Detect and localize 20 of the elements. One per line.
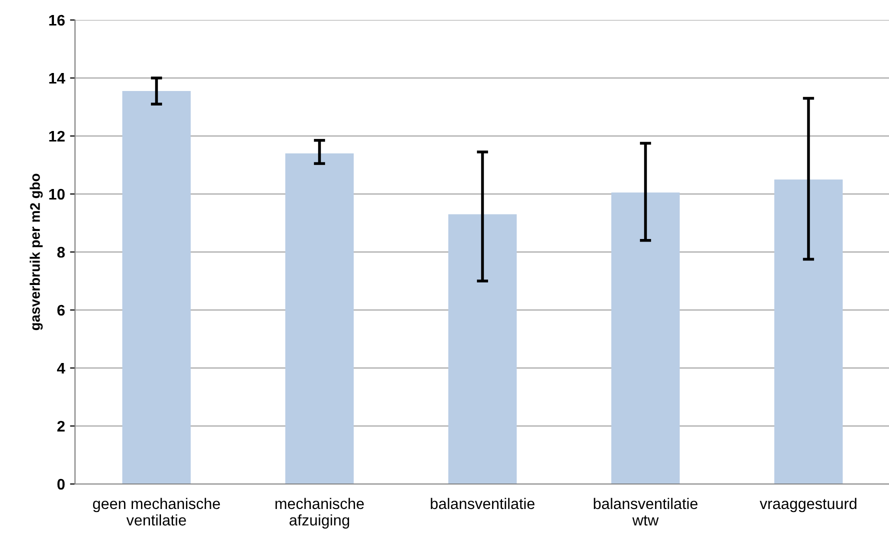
x-tick-label: balansventilatie wtw (594, 498, 698, 526)
y-tick-label: 0 (57, 478, 65, 490)
y-tick-label: 10 (49, 188, 65, 200)
bar (122, 91, 191, 484)
x-tick-label: vraaggestuurd (760, 498, 856, 512)
y-tick-label: 8 (57, 246, 65, 258)
x-tick-label: mechanische afzuiging (276, 498, 364, 529)
bar (285, 153, 354, 484)
y-tick-label: 14 (49, 73, 66, 84)
bar (774, 180, 843, 484)
y-tick-label: 2 (57, 420, 65, 432)
x-tick-label: geen mechanische ventilatie (93, 498, 220, 526)
bar (611, 192, 680, 484)
x-tick-label: balansventilatie (430, 498, 534, 510)
bar (448, 214, 517, 484)
y-tick-label: 6 (57, 304, 65, 316)
y-axis-title: gasverbruik per m2 gbo (30, 174, 43, 330)
y-tick-label: 16 (49, 14, 65, 26)
y-tick-label: 12 (49, 130, 65, 142)
y-tick-label: 4 (57, 363, 66, 374)
